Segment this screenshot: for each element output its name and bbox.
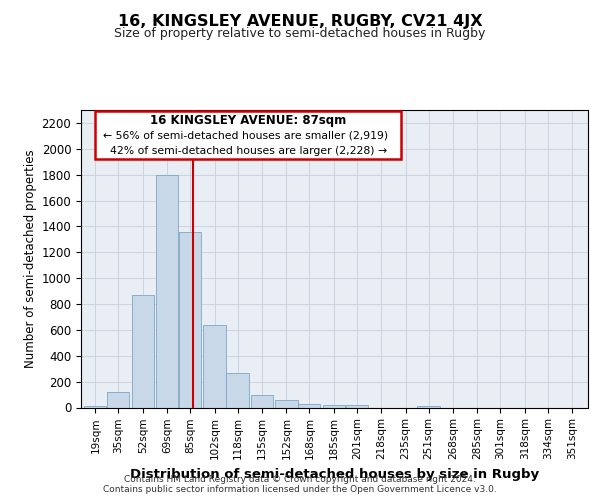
Bar (107, 392, 130, 407)
Bar (179, 232, 201, 408)
Bar (418, 406, 440, 407)
Bar (226, 372, 248, 408)
X-axis label: Distribution of semi-detached houses by size in Rugby: Distribution of semi-detached houses by … (130, 468, 539, 480)
Bar (275, 400, 298, 407)
FancyBboxPatch shape (95, 112, 401, 159)
Text: 42% of semi-detached houses are larger (2,228) →: 42% of semi-detached houses are larger (… (103, 146, 387, 156)
Bar (323, 405, 345, 407)
Bar (298, 404, 320, 407)
Bar (203, 324, 226, 407)
Text: 16 KINGSLEY AVENUE: 87sqm: 16 KINGSLEY AVENUE: 87sqm (150, 114, 346, 126)
Text: Size of property relative to semi-detached houses in Rugby: Size of property relative to semi-detach… (115, 28, 485, 40)
Bar (131, 295, 154, 408)
Bar (251, 394, 273, 407)
Text: 16, KINGSLEY AVENUE, RUGBY, CV21 4JX: 16, KINGSLEY AVENUE, RUGBY, CV21 4JX (118, 14, 482, 29)
Bar (156, 174, 178, 408)
Text: Contains HM Land Registry data © Crown copyright and database right 2024.
Contai: Contains HM Land Registry data © Crown c… (103, 474, 497, 494)
Bar (84, 406, 106, 407)
Bar (346, 405, 368, 407)
Text: ← 56% of semi-detached houses are smaller (2,919): ← 56% of semi-detached houses are smalle… (103, 130, 388, 140)
Y-axis label: Number of semi-detached properties: Number of semi-detached properties (25, 150, 37, 368)
